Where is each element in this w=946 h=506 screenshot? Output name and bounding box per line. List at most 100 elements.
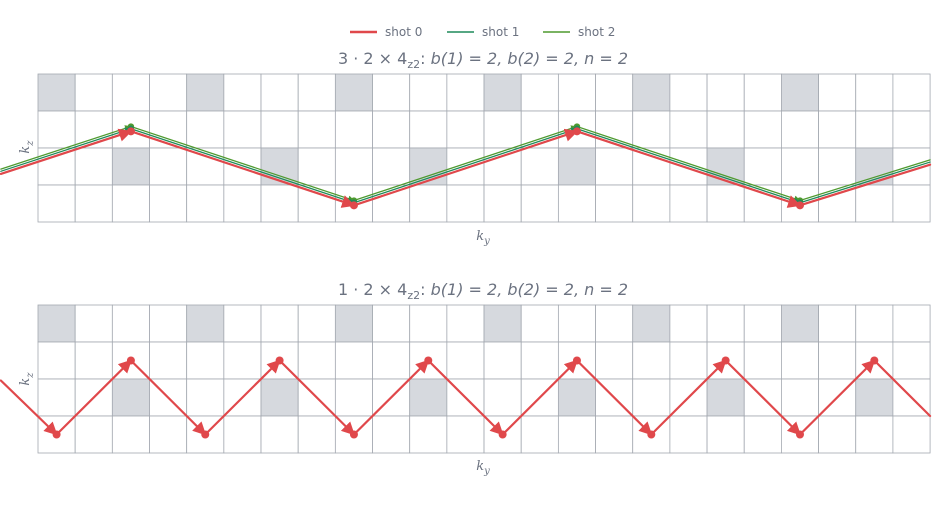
grid-cell: [892, 415, 931, 454]
panel-top-ylabel-main: k: [18, 146, 33, 154]
grid-cell: [111, 304, 150, 343]
path-point-shot-0: [126, 356, 135, 365]
path-segment-shot-0: [427, 359, 504, 436]
grid-cell: [334, 110, 373, 149]
panel-bottom-xlabel: ky: [476, 459, 490, 477]
grid-cell: [855, 110, 894, 149]
grid-cell: [186, 110, 225, 149]
highlighted-cell: [781, 73, 819, 112]
path-point-shot-0: [572, 127, 581, 136]
highlighted-cell: [632, 73, 671, 112]
grid-cell: [372, 341, 411, 380]
path-segment-shot-2: [576, 125, 801, 202]
grid-cell: [111, 415, 150, 454]
grid-cell: [669, 341, 708, 380]
grid-cell: [855, 304, 894, 343]
grid-cell: [409, 110, 448, 149]
grid-cell: [372, 73, 411, 112]
grid-cell: [781, 110, 819, 149]
grid-cell: [372, 415, 411, 454]
grid-cell: [557, 73, 596, 112]
grid-cell: [632, 110, 671, 149]
grid-cell: [446, 341, 485, 380]
highlighted-cell: [409, 147, 448, 186]
grid-cell: [149, 110, 188, 149]
panel-top-ylabel-sub: z: [25, 140, 36, 147]
grid-cell: [892, 184, 931, 223]
grid-cell: [74, 415, 113, 454]
grid-cell: [595, 415, 634, 454]
grid-cell: [855, 415, 894, 454]
path-segment-shot-0: [0, 379, 58, 436]
highlighted-cell: [111, 147, 150, 186]
grid-cell: [372, 110, 411, 149]
grid-cell: [520, 415, 559, 454]
grid-cell: [37, 184, 76, 223]
grid-cell: [669, 73, 708, 112]
path-segment-shot-0: [129, 359, 207, 436]
path-point-shot-0: [126, 127, 135, 136]
grid-cell: [37, 147, 76, 186]
grid-cell: [520, 73, 559, 112]
path-point-shot-0: [52, 430, 61, 439]
grid-cell: [483, 184, 522, 223]
path-segment-shot-0: [204, 359, 281, 436]
grid-cell: [557, 415, 596, 454]
panel-bottom-title: 1 · 2 × 4z2: b(1) = 2, b(2) = 2, n = 2: [338, 280, 628, 302]
grid-cell: [669, 304, 708, 343]
grid-cell: [595, 184, 634, 223]
path-point-shot-0: [795, 201, 804, 210]
grid-cell: [483, 341, 522, 380]
highlighted-cell: [557, 147, 596, 186]
path-segment-shot-0: [352, 128, 579, 207]
grid-cell: [595, 341, 634, 380]
path-point-shot-0: [424, 356, 433, 365]
highlighted-cell: [37, 73, 76, 112]
path-segment-shot-2: [799, 159, 931, 202]
grid-cell: [557, 304, 596, 343]
grid-cell: [632, 378, 671, 417]
grid-cell: [520, 341, 559, 380]
grid-cell: [632, 147, 671, 186]
legend-label-shot-0: shot 0: [385, 25, 422, 39]
grid-cell: [297, 304, 336, 343]
highlighted-cell: [409, 378, 448, 417]
grid-cell: [743, 73, 782, 112]
panel-top-title: 3 · 2 × 4z2: b(1) = 2, b(2) = 2, n = 2: [338, 49, 628, 71]
path-segment-shot-0: [278, 359, 356, 436]
path-point-shot-0: [275, 356, 284, 365]
grid-cell: [372, 184, 411, 223]
panel-bottom-xlabel-main: k: [476, 459, 484, 474]
path-segment-shot-0: [55, 359, 133, 436]
grid-cell: [595, 73, 634, 112]
legend-label-shot-2: shot 2: [578, 25, 615, 39]
panel-top-xlabel-main: k: [476, 229, 484, 244]
panel-top-title-main: 3 · 2 × 4: [338, 49, 407, 68]
path-segment-shot-0: [873, 359, 932, 418]
panel-top: 3 · 2 × 4z2: b(1) = 2, b(2) = 2, n = 2 k…: [0, 49, 932, 247]
grid-cell: [855, 184, 894, 223]
path-segment-shot-0: [575, 359, 653, 436]
grid-cell: [149, 415, 188, 454]
grid-cell: [632, 341, 671, 380]
grid-cell: [149, 304, 188, 343]
panel-bottom-ylabel-main: k: [18, 378, 33, 386]
grid-cell: [186, 378, 225, 417]
panel-bottom-title-sub: z2: [407, 289, 420, 302]
grid-cell: [520, 184, 559, 223]
highlighted-cell: [483, 73, 522, 112]
grid-cell: [669, 147, 708, 186]
grid-cell: [409, 415, 448, 454]
grid-cell: [743, 304, 782, 343]
path-segment-shot-0: [0, 128, 133, 175]
grid-cell: [223, 147, 262, 186]
grid-cell: [818, 73, 857, 112]
grid-cell: [743, 415, 782, 454]
grid-cell: [260, 73, 299, 112]
grid-cell: [446, 147, 485, 186]
grid-cell: [520, 304, 559, 343]
highlighted-cell: [855, 378, 894, 417]
grid-cell: [74, 110, 113, 149]
grid-cell: [37, 110, 76, 149]
highlighted-cell: [483, 304, 522, 343]
